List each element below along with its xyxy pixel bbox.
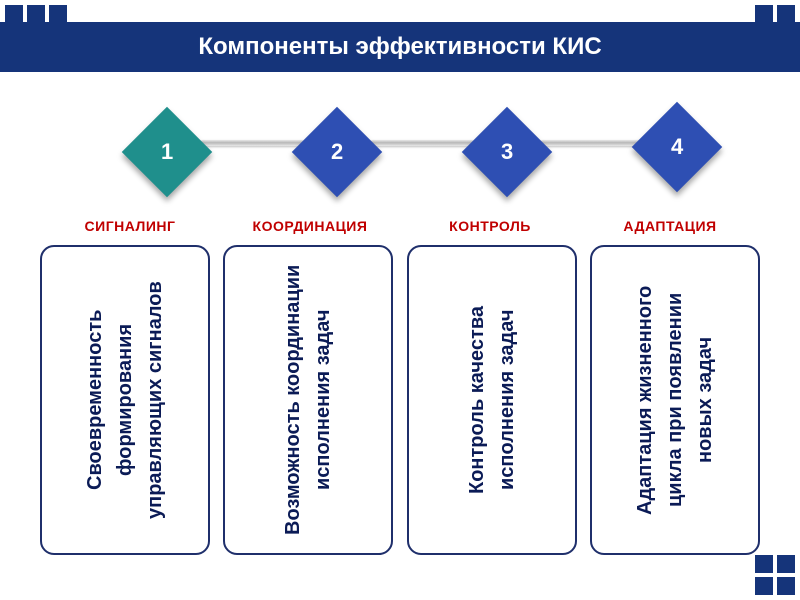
connector-3 (540, 140, 645, 146)
step-diamond-1: 1 (122, 107, 213, 198)
step-number: 1 (161, 139, 173, 165)
card-text: Контроль качества исполнения задач (462, 263, 522, 537)
card-control: Контроль качества исполнения задач (407, 245, 577, 555)
card-text: Возможность координации исполнения задач (278, 263, 338, 537)
connector-1 (200, 140, 305, 146)
title-bar: Компоненты эффективности КИС (0, 22, 800, 72)
step-label-row: СИГНАЛИНГ КООРДИНАЦИЯ КОНТРОЛЬ АДАПТАЦИЯ (0, 218, 800, 234)
step-label: СИГНАЛИНГ (45, 218, 215, 234)
card-text: Своевременность формирования управляющих… (80, 263, 170, 537)
card-text: Адаптация жизненного цикла при появлении… (630, 263, 720, 537)
step-number: 4 (671, 134, 683, 160)
step-label: КОНТРОЛЬ (405, 218, 575, 234)
page-title: Компоненты эффективности КИС (198, 33, 601, 61)
card-adaptation: Адаптация жизненного цикла при появлении… (590, 245, 760, 555)
connector-2 (370, 140, 475, 146)
step-label: КООРДИНАЦИЯ (225, 218, 395, 234)
card-signaling: Своевременность формирования управляющих… (40, 245, 210, 555)
card-coordination: Возможность координации исполнения задач (223, 245, 393, 555)
step-diamond-2: 2 (292, 107, 383, 198)
card-row: Своевременность формирования управляющих… (0, 245, 800, 555)
step-diamond-3: 3 (462, 107, 553, 198)
corner-decoration-br (755, 555, 795, 595)
step-number: 2 (331, 139, 343, 165)
step-label: АДАПТАЦИЯ (585, 218, 755, 234)
step-diamond-4: 4 (632, 102, 723, 193)
step-number: 3 (501, 139, 513, 165)
step-diamond-row: 1 2 3 4 (0, 95, 800, 215)
